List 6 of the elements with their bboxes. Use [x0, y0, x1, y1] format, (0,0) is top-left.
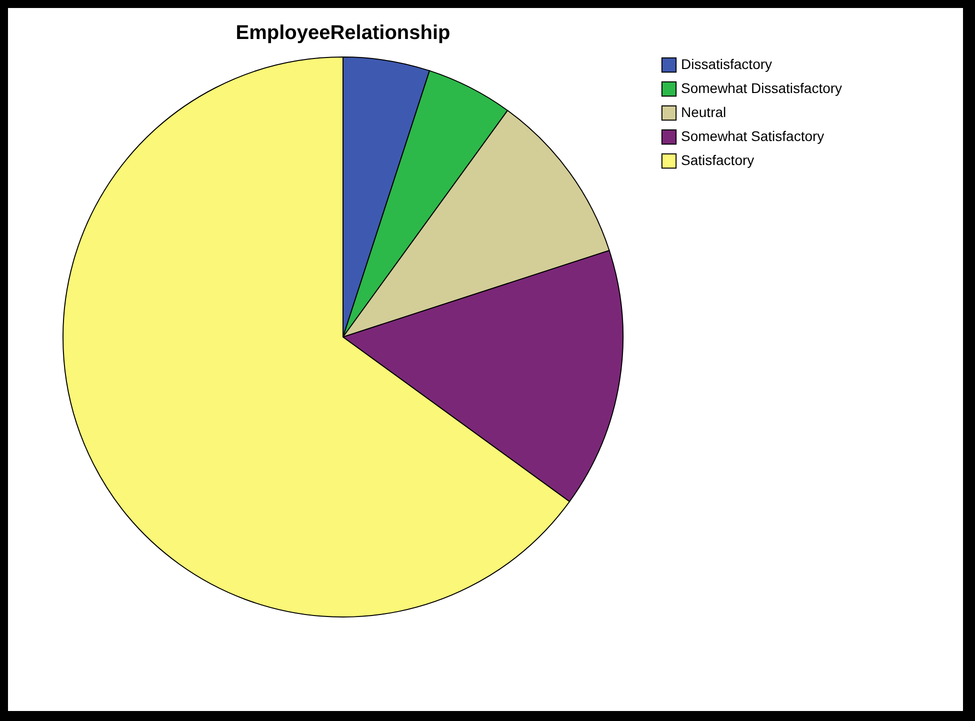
legend-label: Somewhat Dissatisfactory: [681, 80, 842, 96]
legend-label: Dissatisfactory: [681, 56, 772, 72]
legend-label: Somewhat Satisfactory: [681, 128, 824, 144]
chart-title: EmployeeRelationship: [236, 22, 450, 44]
legend-label: Neutral: [681, 104, 726, 120]
legend-label: Satisfactory: [681, 152, 754, 168]
